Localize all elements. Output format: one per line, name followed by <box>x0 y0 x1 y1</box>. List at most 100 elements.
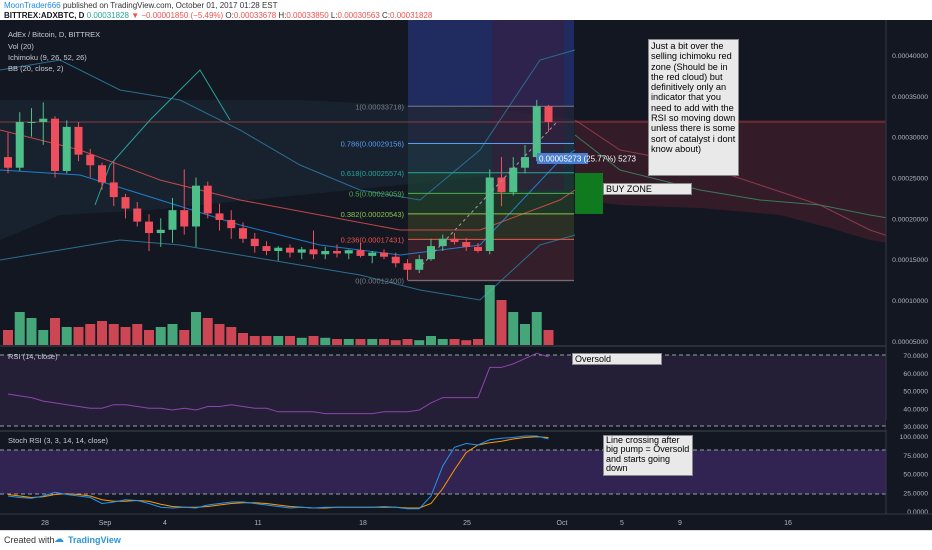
annotation-main-text: Just a bit over the selling ichimoku red… <box>651 41 736 154</box>
fib-level-label: 0.618(0.00025574) <box>341 169 405 178</box>
pane-separator-1[interactable] <box>0 345 886 347</box>
stoch-axis-label: 75.0000 <box>903 453 928 460</box>
rsi-pane-label[interactable]: RSI (14, close) <box>8 352 58 361</box>
open-label: O: <box>225 11 234 20</box>
volume-bar <box>3 330 13 345</box>
candle-body <box>344 250 353 254</box>
candle-body <box>274 247 283 251</box>
buy-zone-box <box>575 173 603 214</box>
legend-ichimoku[interactable]: Ichimoku (9, 26, 52, 26) <box>8 53 87 62</box>
rsi-axis-label: 40.0000 <box>903 406 928 413</box>
oversold-label[interactable]: Oversold <box>572 353 662 365</box>
measure-badge-left <box>537 153 588 164</box>
time-axis-label: Sep <box>99 520 112 527</box>
candle-body <box>192 185 200 227</box>
fib-level-label: 0.382(0.00020543) <box>341 210 405 219</box>
candle-body <box>333 251 341 254</box>
author-link[interactable]: MoonTrader666 <box>4 1 61 10</box>
stoch-annotation[interactable]: Line crossing after big pump = Oversold … <box>603 435 693 476</box>
bb-upper-line <box>0 49 576 201</box>
rsi-axis-label: 60.0000 <box>903 371 928 378</box>
rsi-axis-label: 30.0000 <box>903 424 928 431</box>
candle-body <box>286 247 294 253</box>
volume-bar <box>355 339 366 345</box>
stoch-band <box>0 450 886 494</box>
time-axis[interactable] <box>0 514 932 530</box>
published-text: published on TradingView.com, October 01… <box>62 1 278 10</box>
stoch-d-line <box>7 436 549 509</box>
time-axis-label: Oct <box>557 520 568 527</box>
fib-level-label: 1(0.00033718) <box>355 102 404 111</box>
candle-body <box>356 250 365 256</box>
created-with-text: Created with <box>4 535 55 545</box>
chart-header: MoonTrader666 published on TradingView.c… <box>0 0 932 20</box>
buy-zone-text: BUY ZONE <box>606 184 652 194</box>
volume-bar <box>214 324 225 345</box>
volume-bar <box>120 327 131 345</box>
volume-bar <box>484 285 495 345</box>
candle-body <box>450 238 459 243</box>
candle-body <box>532 106 541 158</box>
stoch-axis-labels: 100.0000 75.0000 50.0000 25.0000 0.0000 <box>900 434 929 516</box>
publish-line: MoonTrader666 published on TradingView.c… <box>4 1 278 10</box>
price-axis[interactable] <box>886 20 932 514</box>
price-axis-label: 0.00025000 <box>892 176 928 183</box>
volume-bar <box>461 340 472 345</box>
fib-level-label: 0(0.00012400) <box>355 276 404 285</box>
legend-vol[interactable]: Vol (20) <box>8 42 34 51</box>
candle-body <box>544 106 553 122</box>
measure-trendline[interactable] <box>421 122 557 266</box>
bb-lower-line <box>0 234 576 301</box>
down-arrow-icon: ▼ <box>131 11 140 20</box>
rsi-line <box>7 352 549 415</box>
time-axis-label: 9 <box>678 520 682 527</box>
rsi-band <box>0 355 886 426</box>
price-axis-labels: 0.00040000 0.00035000 0.00030000 0.00025000… <box>892 53 928 346</box>
pane-separator-2[interactable] <box>0 430 886 432</box>
candle-body <box>227 219 236 229</box>
time-axis-label: 4 <box>163 520 167 527</box>
candle-body <box>168 210 177 230</box>
measure-label: 0.00005273 (25.77%) 5273 <box>539 155 637 164</box>
price-axis-label: 0.00040000 <box>892 53 928 60</box>
candle-body <box>15 121 24 168</box>
time-axis-label: 16 <box>784 520 792 527</box>
volume-bar <box>167 324 178 345</box>
candle-body <box>203 185 212 214</box>
high-value: 0.00033850 <box>286 11 329 20</box>
candle-body <box>415 259 424 270</box>
rsi-axis-labels: 70.0000 60.0000 50.0000 40.0000 30.0000 <box>903 353 928 431</box>
volume-bar <box>414 340 425 345</box>
chart-canvas[interactable]: 1(0.00033718) 0.786(0.00029156) 0.618(0.00… <box>0 20 932 530</box>
volume-bar <box>26 318 37 345</box>
price-axis-label: 0.00020000 <box>892 216 928 223</box>
candle-body <box>262 246 271 251</box>
ichimoku-conversion-line <box>0 149 576 256</box>
close-value: 0.00031828 <box>390 11 433 20</box>
open-value: 0.00033678 <box>233 11 277 20</box>
candle-body <box>474 246 482 251</box>
volume-bar <box>332 339 342 345</box>
annotation-main[interactable]: Just a bit over the selling ichimoku red… <box>648 39 739 176</box>
symbol-text: BITTREX:ADXBTC, D <box>4 11 85 20</box>
rsi-axis-label: 70.0000 <box>903 353 928 360</box>
ichimoku-span-a <box>574 134 901 221</box>
buy-zone-label[interactable]: BUY ZONE <box>603 183 692 195</box>
stoch-pane-label[interactable]: Stoch RSI (3, 3, 14, 14, close) <box>8 436 109 445</box>
legend-bb[interactable]: BB (20, close, 2) <box>8 64 64 73</box>
volume-bar <box>108 324 119 345</box>
volume-bar <box>473 339 483 345</box>
volume-bar <box>97 321 107 345</box>
chart-area[interactable]: 1(0.00033718) 0.786(0.00029156) 0.618(0.00… <box>0 20 932 530</box>
volume-bar <box>308 336 319 345</box>
candle-body <box>239 228 247 239</box>
ohlc-line: BITTREX:ADXBTC, D 0.00031828 ▼ −0.000018… <box>4 11 432 20</box>
volume-bar <box>191 312 201 345</box>
volume-bar <box>402 339 413 345</box>
fib-level-label: 0.236(0.00017431) <box>341 235 405 244</box>
tradingview-brand[interactable]: TradingView <box>68 535 121 545</box>
volume-bar <box>38 330 49 345</box>
stoch-axis-label: 0.0000 <box>907 509 928 516</box>
legend-title[interactable]: AdEx / Bitcoin, D, BITTREX <box>8 30 100 39</box>
volume-bars <box>3 285 554 345</box>
